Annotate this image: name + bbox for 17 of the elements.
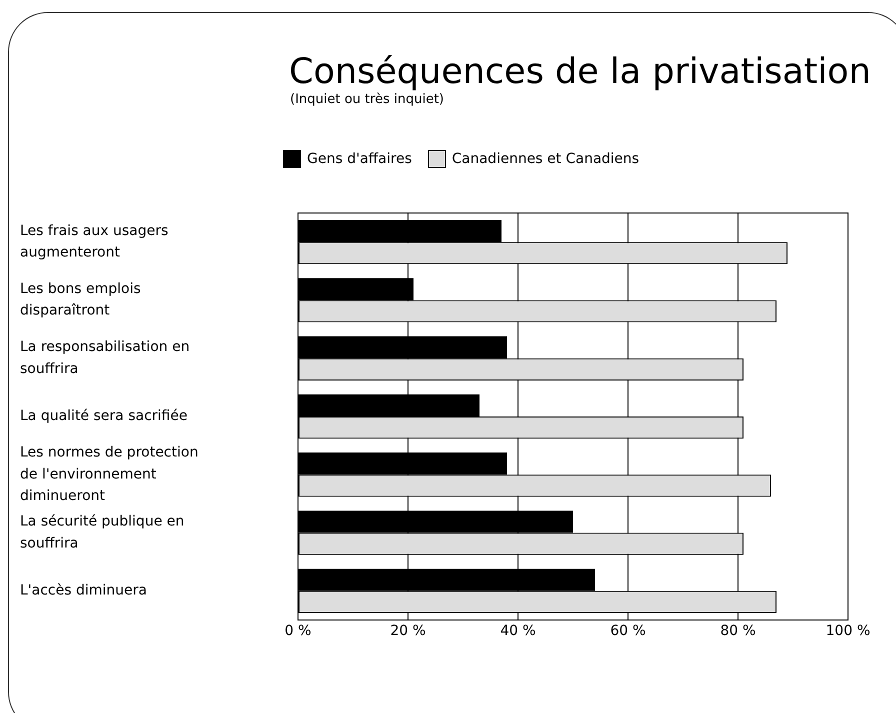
x-tick-label: 0 % (284, 623, 312, 640)
x-tick-label: 80 % (720, 623, 756, 640)
y-tick-label: Les normes de protection de l'environnement diminueront (20, 444, 198, 504)
chart-subtitle: (Inquiet ou très inquiet) (290, 92, 444, 107)
y-tick-label: La responsabilisation en souffrira (20, 339, 190, 377)
legend-label: Gens d'affaires (307, 151, 412, 167)
x-tick-label: 40 % (500, 623, 536, 640)
y-tick-label: L'accès diminuera (20, 582, 147, 599)
x-tick-label: 20 % (390, 623, 426, 640)
y-tick-label: La sécurité publique en souffrira (20, 514, 184, 552)
legend-label: Canadiennes et Canadiens (452, 151, 640, 167)
y-tick-label: La qualité sera sacrifiée (20, 408, 188, 424)
x-tick-label: 60 % (610, 623, 646, 640)
x-tick-label: 100 % (826, 623, 870, 640)
y-tick-label: Les bons emplois disparaîtront (20, 281, 141, 319)
chart-title: Conséquences de la privatisation (289, 52, 871, 92)
y-tick-label: Les frais aux usagers augmenteront (20, 222, 168, 261)
